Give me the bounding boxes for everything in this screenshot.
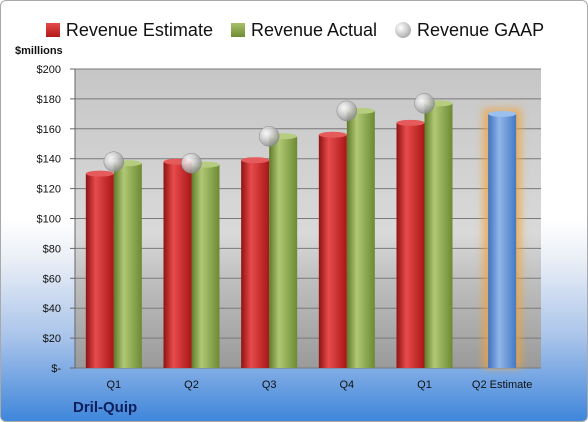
x-tick-label: Q1 xyxy=(417,379,432,391)
company-name: Dril-Quip xyxy=(73,399,138,416)
marker-revenue-gaap xyxy=(103,151,125,172)
y-tick-label: $80 xyxy=(43,243,61,255)
y-tick-label: $120 xyxy=(37,184,61,196)
bar-cap-estimate xyxy=(396,119,425,126)
bar-cap-projection xyxy=(488,110,517,117)
legend-item-gaap: Revenue GAAP xyxy=(395,17,544,43)
bar-revenue-projection xyxy=(488,113,517,368)
legend-label-gaap: Revenue GAAP xyxy=(417,19,545,40)
marker-revenue-gaap xyxy=(336,100,358,122)
y-tick-label: $40 xyxy=(43,303,61,315)
y-axis-units-label: $millions xyxy=(15,45,63,57)
y-tick-label: $100 xyxy=(37,214,61,226)
bar-cap-estimate xyxy=(85,170,114,177)
bar-cap-estimate xyxy=(241,157,270,164)
y-tick-label: $200 xyxy=(37,64,61,76)
bar-revenue-actual xyxy=(424,103,453,368)
legend-label-estimate: Revenue Estimate xyxy=(65,19,213,40)
y-tick-label: $- xyxy=(51,363,61,375)
y-tick-label: $60 xyxy=(43,273,61,285)
bar-revenue-estimate xyxy=(163,161,192,368)
bar-revenue-estimate xyxy=(318,134,347,368)
marker-revenue-gaap xyxy=(258,126,280,147)
legend-swatch-actual xyxy=(230,23,245,37)
legend-label-actual: Revenue Actual xyxy=(250,19,378,40)
y-tick-label: $140 xyxy=(37,154,61,166)
bar-revenue-estimate xyxy=(85,173,114,368)
bar-revenue-estimate xyxy=(241,160,270,368)
y-tick-label: $180 xyxy=(37,94,61,106)
legend-item-actual: Revenue Actual xyxy=(230,17,378,43)
x-tick-label: Q1 xyxy=(106,379,121,391)
bar-revenue-actual xyxy=(269,136,298,368)
marker-revenue-gaap xyxy=(181,152,202,174)
x-tick-label: Q2 Estimate xyxy=(472,379,533,391)
bar-cap-estimate xyxy=(318,131,347,138)
y-tick-label: $160 xyxy=(37,124,61,136)
bar-revenue-actual xyxy=(113,163,142,368)
x-tick-label: Q3 xyxy=(262,379,277,391)
y-tick-label: $20 xyxy=(43,333,61,345)
legend-swatch-estimate xyxy=(45,23,60,37)
legend: Revenue Estimate Revenue Actual Revenue … xyxy=(1,17,587,43)
x-tick-label: Q2 xyxy=(184,379,199,391)
legend-item-estimate: Revenue Estimate xyxy=(45,17,213,43)
bar-revenue-estimate xyxy=(396,122,425,368)
bar-revenue-actual xyxy=(191,164,220,368)
bar-revenue-actual xyxy=(346,110,375,369)
marker-revenue-gaap xyxy=(414,93,435,114)
x-tick-label: Q4 xyxy=(339,379,354,391)
legend-marker-gaap xyxy=(395,22,412,38)
